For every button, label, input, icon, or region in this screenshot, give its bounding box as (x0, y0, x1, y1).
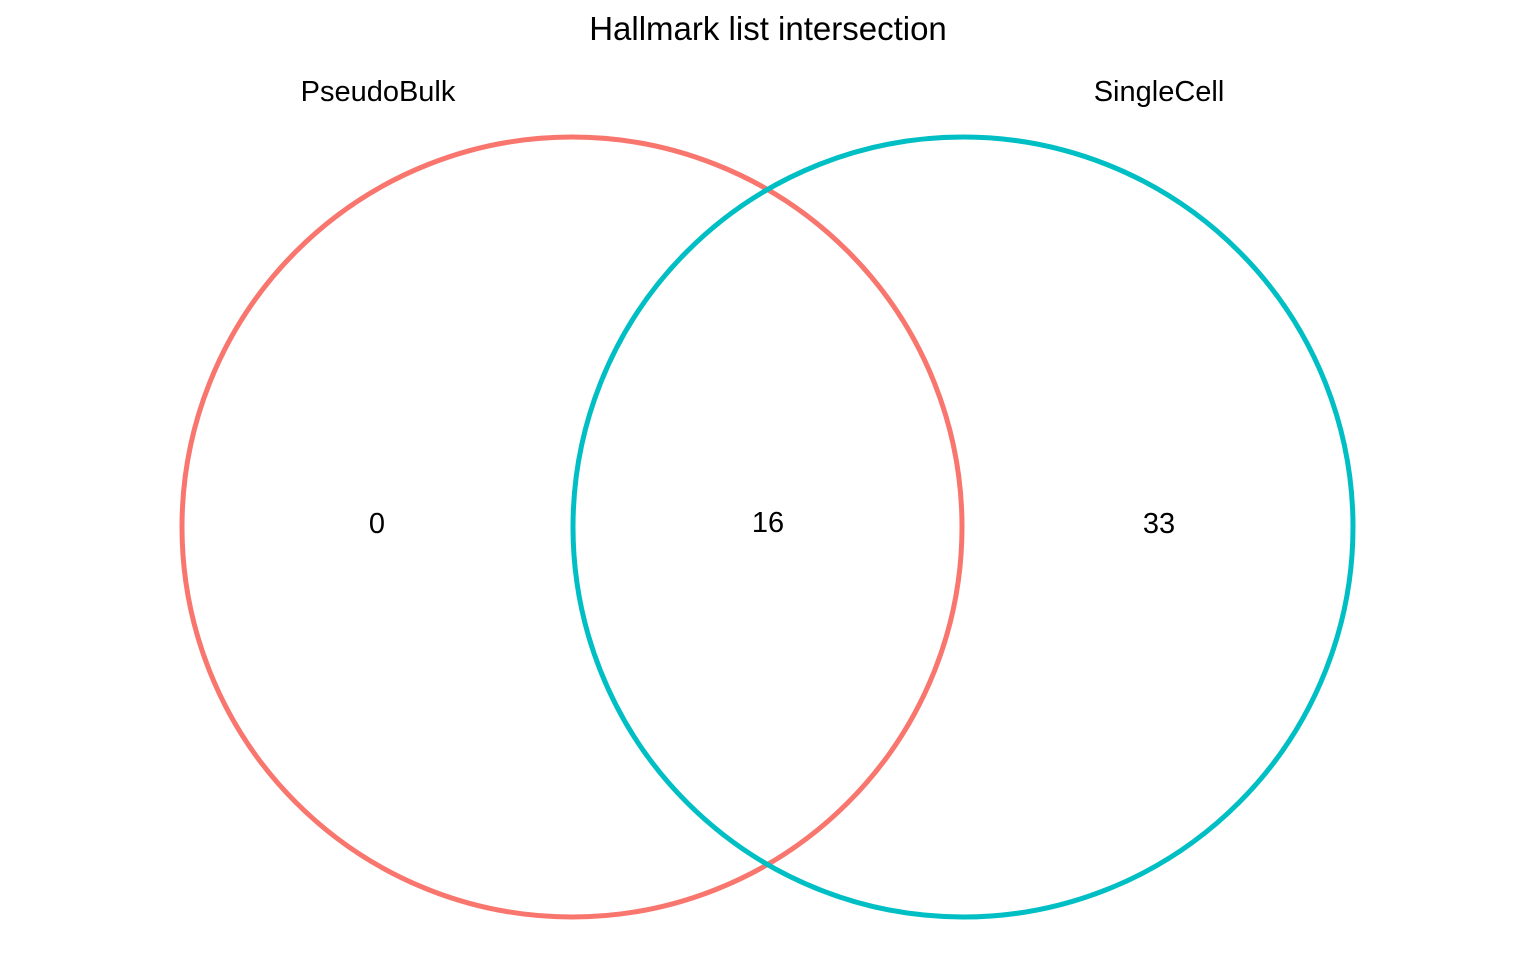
set-label-singlecell: SingleCell (1094, 76, 1225, 108)
count-singlecell-only: 33 (1143, 508, 1175, 540)
count-pseudobulk-only: 0 (369, 508, 385, 540)
set-circle-pseudobulk (179, 134, 965, 920)
count-intersection: 16 (752, 507, 784, 539)
diagram-title: Hallmark list intersection (589, 10, 947, 47)
set-label-pseudobulk: PseudoBulk (301, 76, 456, 108)
set-circle-singlecell (570, 134, 1356, 920)
